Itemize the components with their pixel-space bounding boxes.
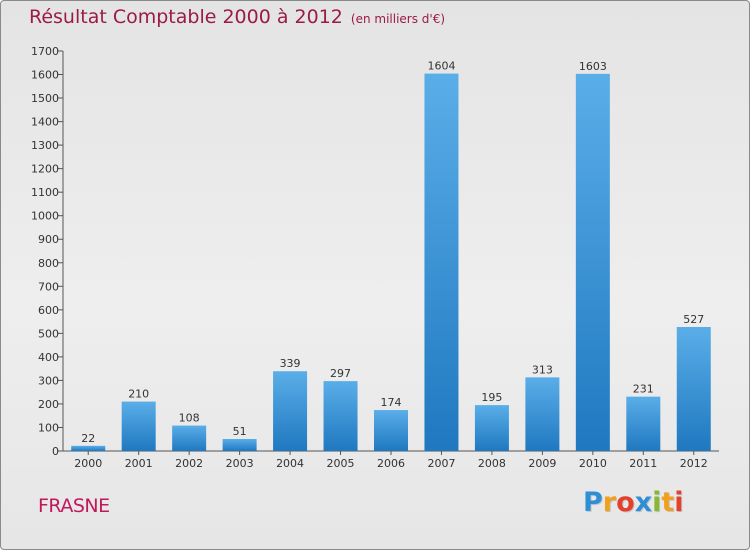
y-tick-label: 700 [38, 280, 59, 293]
y-tick-label: 900 [38, 233, 59, 246]
bar-2004 [273, 371, 308, 451]
data-label-2002: 108 [179, 412, 200, 425]
data-label-2003: 51 [233, 425, 247, 438]
x-tick-label-2009: 2009 [528, 457, 556, 470]
logo-letter: x [634, 487, 653, 518]
bar-2002 [172, 425, 207, 451]
x-tick-label-2002: 2002 [175, 457, 203, 470]
data-label-2008: 195 [481, 391, 502, 404]
y-tick-label: 100 [38, 421, 59, 434]
y-tick-label: 800 [38, 257, 59, 270]
chart-title: Résultat Comptable 2000 à 2012 (en millie… [29, 6, 445, 28]
bar-2008 [474, 405, 509, 451]
y-tick-label: 1700 [31, 45, 59, 58]
x-tick-label-2003: 2003 [226, 457, 254, 470]
data-label-2009: 313 [532, 363, 553, 376]
logo-letter: i [674, 487, 684, 518]
y-tick-label: 600 [38, 304, 59, 317]
bar-2010 [575, 73, 610, 451]
chart-title-text: Résultat Comptable 2000 à 2012 [29, 6, 343, 28]
x-tick-label-2005: 2005 [327, 457, 355, 470]
y-tick-label: 300 [38, 374, 59, 387]
data-label-2000: 22 [81, 432, 95, 445]
logo-letter: r [602, 487, 617, 518]
y-tick-label: 0 [52, 445, 59, 458]
x-tick-label-2004: 2004 [276, 457, 304, 470]
data-label-2007: 1604 [427, 60, 455, 73]
x-tick-label-2008: 2008 [478, 457, 506, 470]
bar-2005 [323, 381, 358, 451]
logo-letter: P [583, 487, 603, 518]
bar-2007 [424, 73, 459, 452]
data-label-2001: 210 [128, 388, 149, 401]
bar-2000 [71, 445, 106, 451]
y-tick-label: 1100 [31, 186, 59, 199]
data-label-2006: 174 [381, 396, 402, 409]
data-label-2012: 527 [683, 313, 704, 326]
data-label-2005: 297 [330, 367, 351, 380]
y-tick-label: 1300 [31, 139, 59, 152]
x-tick-label-2011: 2011 [629, 457, 657, 470]
x-tick-label-2006: 2006 [377, 457, 405, 470]
x-tick-label-2012: 2012 [680, 457, 708, 470]
y-tick-label: 200 [38, 398, 59, 411]
data-label-2004: 339 [280, 357, 301, 370]
bar-2001 [121, 401, 156, 451]
y-tick-label: 400 [38, 351, 59, 364]
y-tick-label: 1200 [31, 163, 59, 176]
x-tick-label-2010: 2010 [579, 457, 607, 470]
chart-subtitle: (en milliers d'€) [350, 12, 446, 26]
data-label-2010: 1603 [579, 60, 607, 73]
y-tick-label: 1000 [31, 210, 59, 223]
commune-name: FRASNE [38, 495, 110, 517]
y-tick-label: 1500 [31, 92, 59, 105]
bar-2009 [525, 377, 560, 451]
bar-2006 [374, 410, 408, 451]
bar-2003 [222, 439, 257, 451]
x-tick-label-2000: 2000 [74, 457, 102, 470]
logo-letter: o [616, 487, 635, 518]
data-label-2011: 231 [633, 383, 654, 396]
bar-2012 [676, 327, 711, 451]
x-tick-label-2007: 2007 [427, 457, 455, 470]
x-tick-label-2001: 2001 [125, 457, 153, 470]
y-tick-label: 1400 [31, 116, 59, 129]
proxiti-logo: Proxiti [583, 487, 684, 518]
bar-2011 [626, 396, 661, 451]
y-tick-label: 500 [38, 327, 59, 340]
logo-letter: i [652, 487, 662, 518]
y-tick-label: 1600 [31, 69, 59, 82]
logo-letter: t [661, 487, 675, 518]
